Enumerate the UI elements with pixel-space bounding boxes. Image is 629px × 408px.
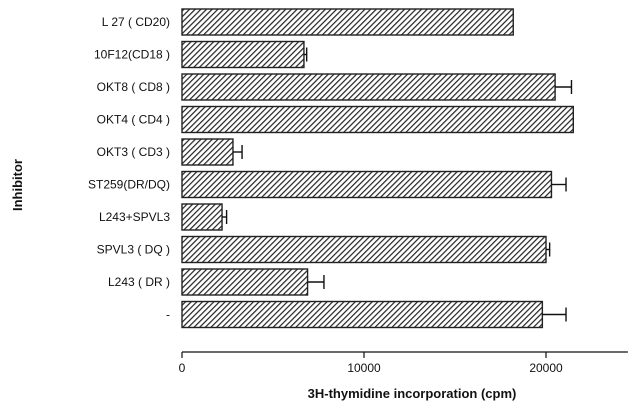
category-label-5: ST259(DR/DQ) — [88, 178, 170, 192]
category-label-9: - — [166, 308, 170, 322]
bar-3 — [181, 105, 574, 134]
x-tick-label-1: 10000 — [347, 361, 381, 375]
x-axis-title: 3H-thymidine incorporation (cpm) — [308, 386, 517, 401]
x-tick-label-2: 20000 — [529, 361, 563, 375]
bar-9 — [181, 300, 544, 329]
category-label-7: SPVL3 ( DQ ) — [97, 243, 170, 257]
y-axis-title: Inhibitor — [10, 159, 25, 211]
category-label-1: 10F12(CD18 ) — [94, 48, 170, 62]
error-bars-group — [222, 47, 573, 322]
category-label-2: OKT8 ( CD8 ) — [97, 80, 170, 94]
bar-0 — [181, 8, 514, 36]
bar-5 — [181, 170, 553, 199]
bars-group — [181, 8, 574, 329]
bar-1 — [181, 40, 305, 69]
bar-7 — [181, 235, 547, 264]
x-tick-label-0: 0 — [179, 361, 186, 375]
bar-2 — [181, 73, 556, 101]
category-label-3: OKT4 ( CD4 ) — [97, 113, 170, 127]
category-label-8: L243 ( DR ) — [108, 275, 170, 289]
x-ticks-group: 0 10000 20000 — [179, 352, 563, 375]
category-label-0: L 27 ( CD20) — [102, 15, 170, 29]
category-label-6: L243+SPVL3 — [99, 210, 170, 224]
bar-8 — [181, 268, 309, 296]
category-label-4: OKT3 ( CD3 ) — [97, 145, 170, 159]
category-labels-group: L 27 ( CD20) 10F12(CD18 ) OKT8 ( CD8 ) OKT4… — [88, 15, 170, 322]
bar-6 — [181, 203, 223, 231]
bar-4 — [181, 138, 234, 166]
